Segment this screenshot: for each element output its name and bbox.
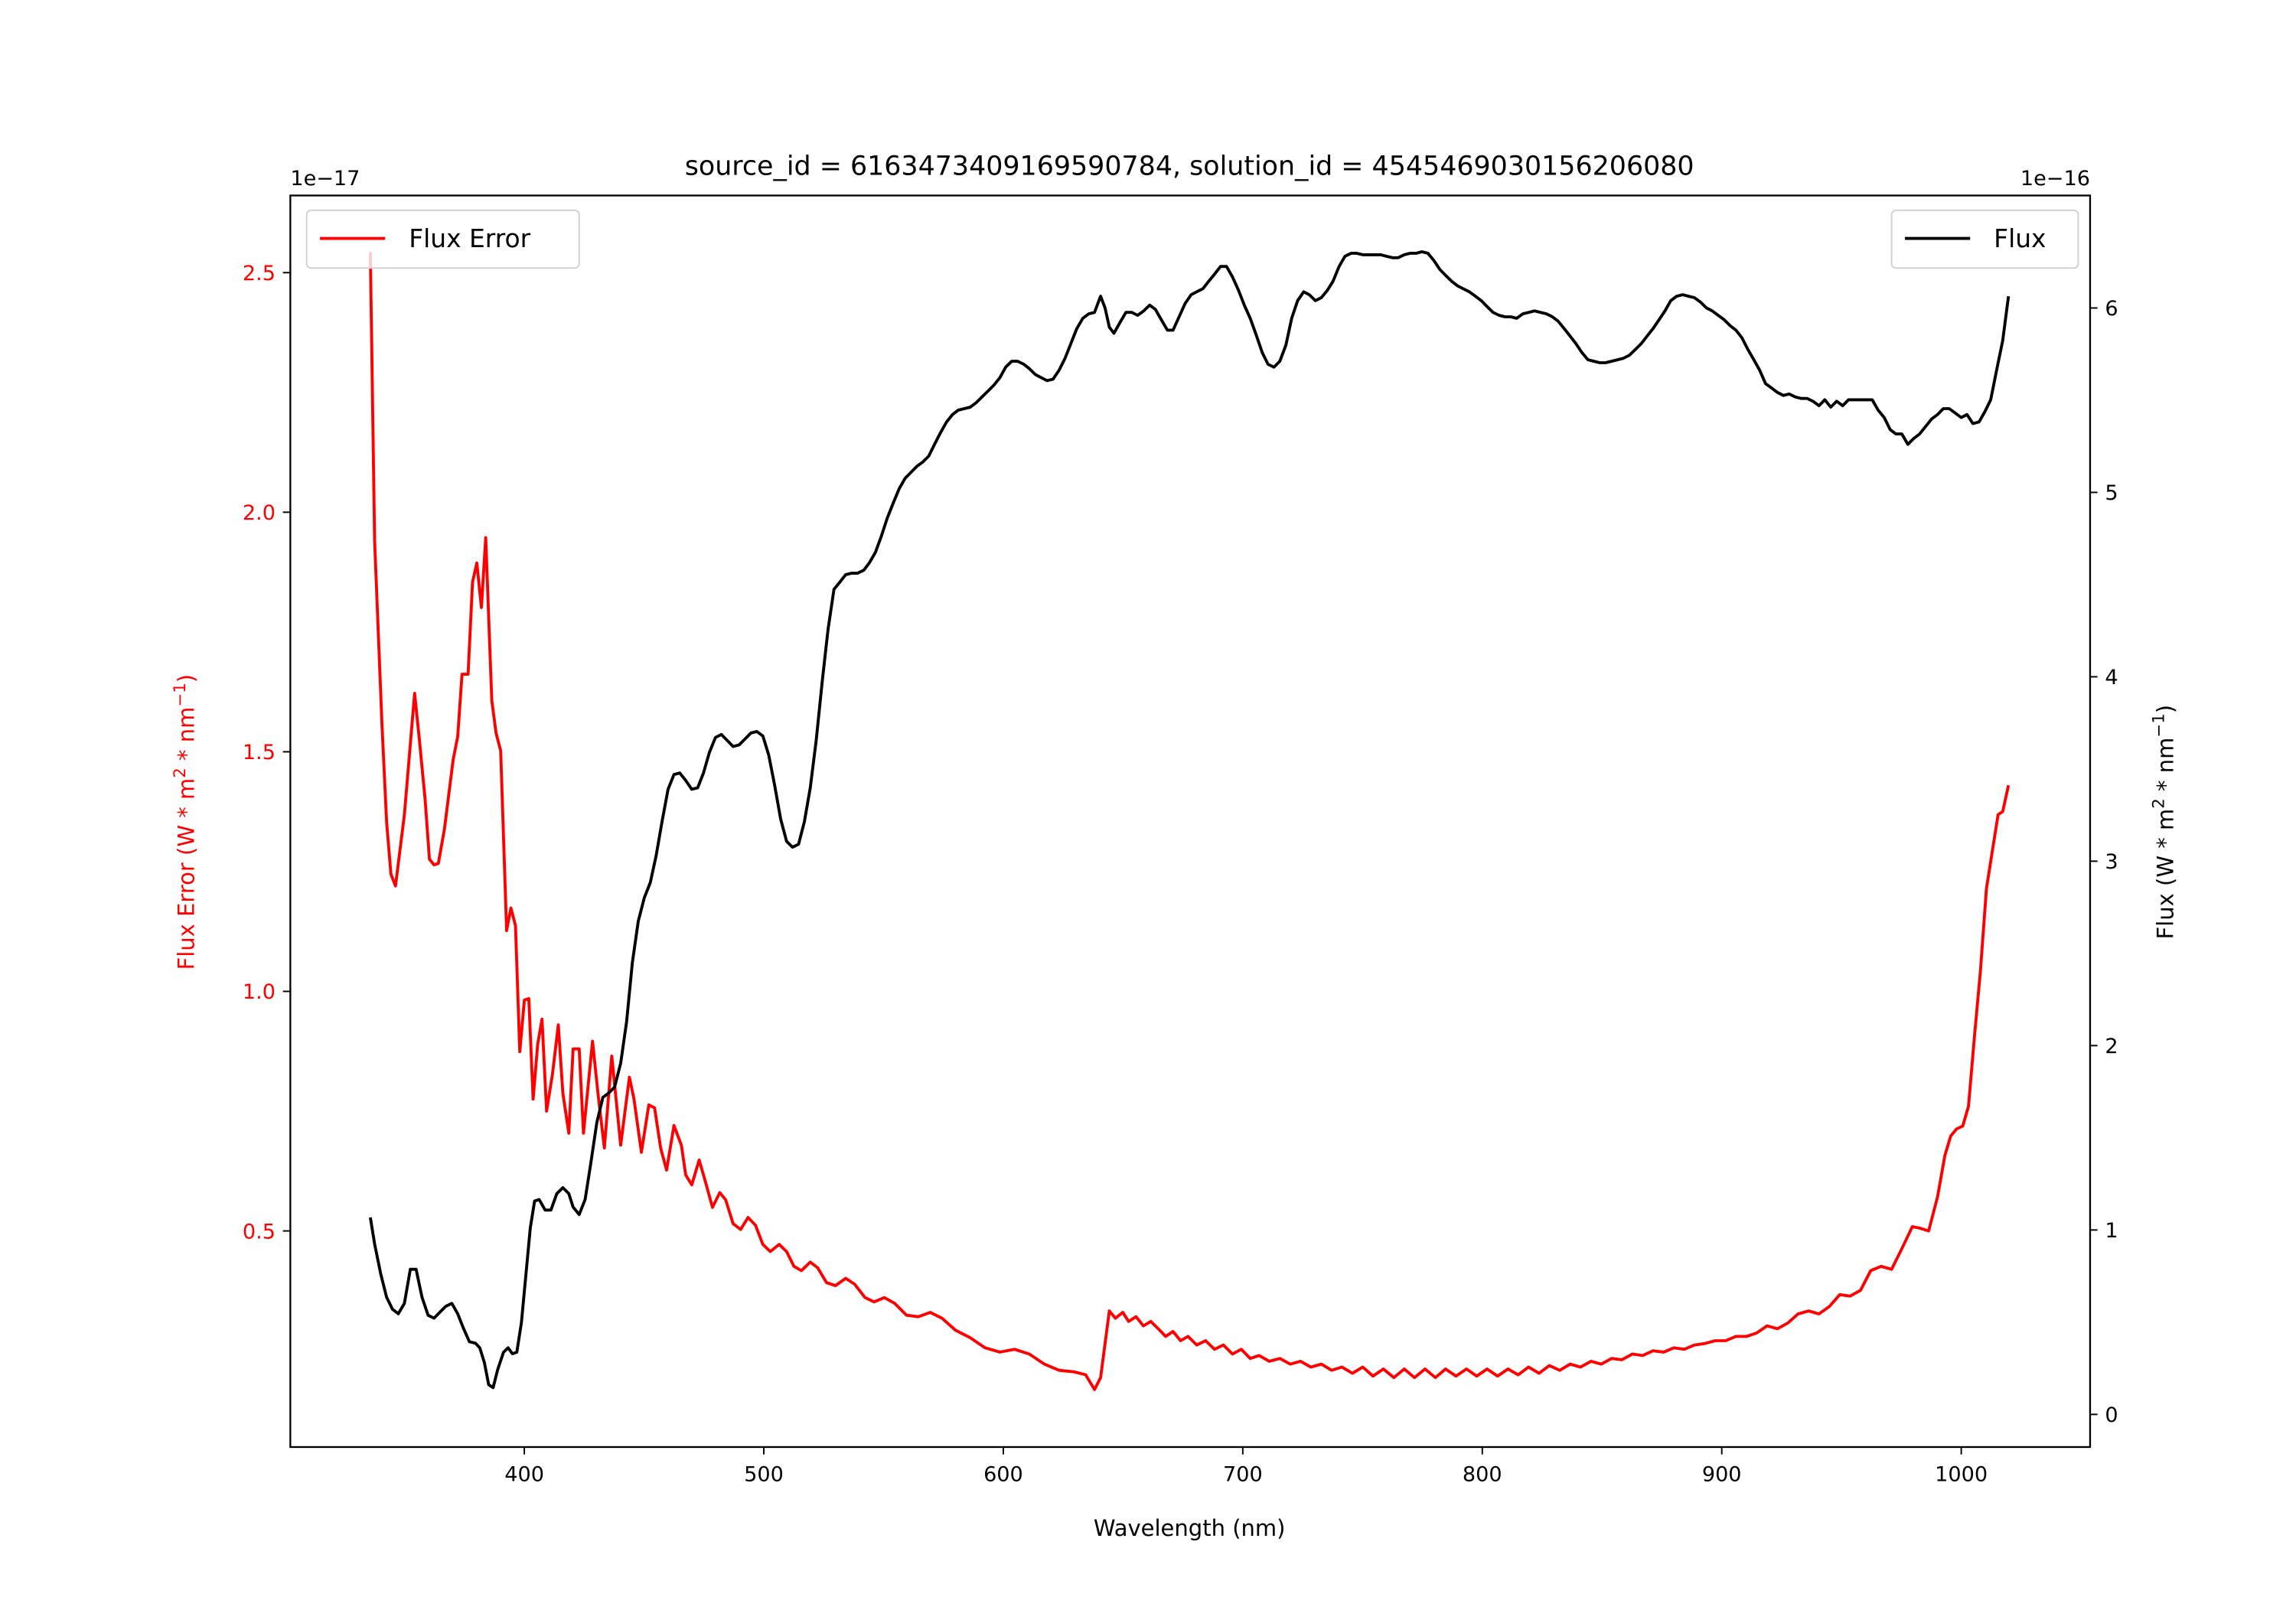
chart-title: source_id = 6163473409169590784, solutio… bbox=[685, 151, 1694, 181]
right-axis-offset: 1e−16 bbox=[2020, 167, 2090, 191]
flux-line bbox=[368, 250, 2011, 1390]
legend-label-flux-error: Flux Error bbox=[409, 223, 530, 253]
left-y-tick-label: 1.0 bbox=[243, 980, 276, 1004]
right-y-tick-label: 5 bbox=[2105, 481, 2118, 505]
right-y-tick-label: 2 bbox=[2105, 1035, 2118, 1058]
x-tick-label: 900 bbox=[1702, 1462, 1742, 1486]
legend-flux: Flux bbox=[1890, 209, 2079, 269]
left-y-tick-label: 2.0 bbox=[243, 501, 276, 525]
legend-box bbox=[1890, 209, 2079, 269]
left-axis-offset: 1e−17 bbox=[290, 167, 360, 191]
right-y-tick-label: 3 bbox=[2105, 850, 2118, 874]
x-tick-label: 700 bbox=[1223, 1462, 1263, 1486]
axis-ticks: 400 500 600 700 800 900 1000 0.5 1.0 1.5 2.0 2.5 0 1 2… bbox=[243, 262, 2118, 1487]
x-axis-label: Wavelength (nm) bbox=[1094, 1515, 1286, 1541]
left-y-tick-label: 1.5 bbox=[243, 741, 276, 764]
left-y-tick-label: 2.5 bbox=[243, 262, 276, 285]
plot-lines bbox=[368, 250, 2011, 1391]
x-tick-label: 600 bbox=[983, 1462, 1023, 1486]
right-y-tick-label: 0 bbox=[2105, 1403, 2118, 1427]
x-tick-label: 400 bbox=[504, 1462, 544, 1486]
x-tick-label: 1000 bbox=[1935, 1462, 1988, 1486]
x-tick-label: 800 bbox=[1463, 1462, 1502, 1486]
legend-flux-error: Flux Error bbox=[305, 209, 580, 269]
right-y-tick-label: 4 bbox=[2105, 666, 2118, 689]
left-y-tick-label: 0.5 bbox=[243, 1220, 276, 1244]
flux-error-line bbox=[368, 252, 2011, 1391]
legend-label-flux: Flux bbox=[1994, 223, 2046, 253]
axes-frame bbox=[289, 194, 2092, 1449]
right-y-tick-label: 6 bbox=[2105, 297, 2118, 321]
right-y-tick-label: 1 bbox=[2105, 1219, 2118, 1243]
right-y-axis-label: Flux (W * m2 * nm−1) bbox=[2150, 705, 2179, 940]
legend-box bbox=[305, 209, 580, 269]
left-y-axis-label: Flux Error (W * m2 * nm−1) bbox=[171, 674, 200, 970]
x-tick-label: 500 bbox=[744, 1462, 784, 1486]
